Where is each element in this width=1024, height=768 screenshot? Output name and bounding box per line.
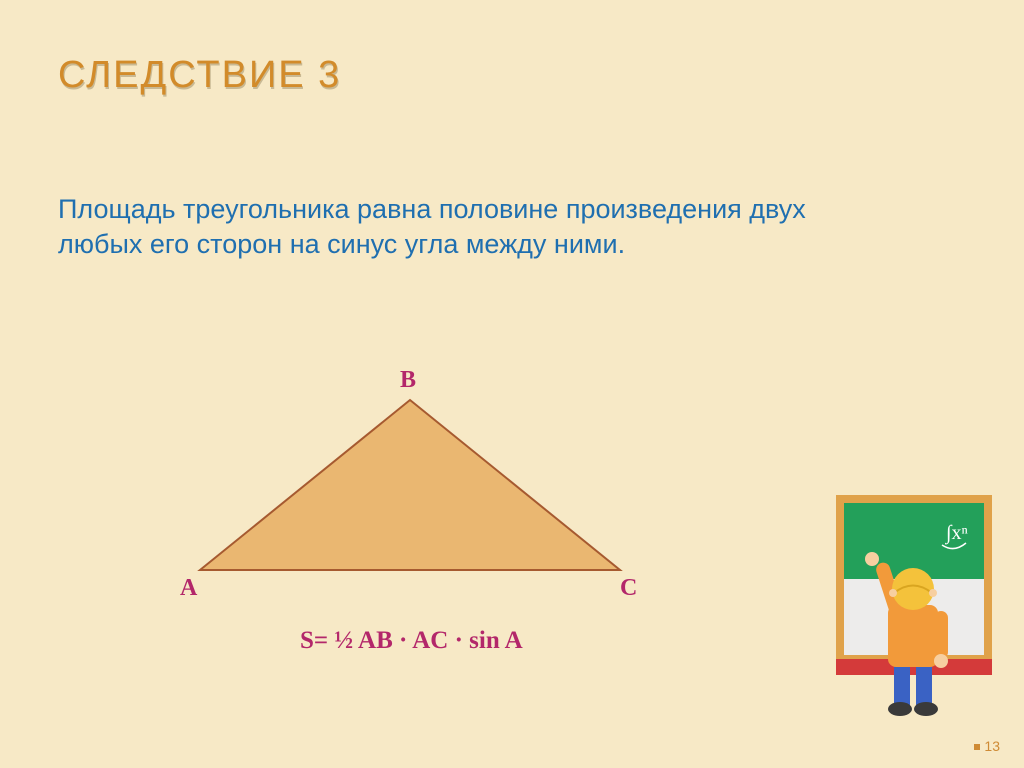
title-text: Следствие 3 bbox=[58, 54, 341, 96]
kid-hand-left bbox=[865, 552, 879, 566]
area-formula: S= ½ AB · AC · sin A bbox=[300, 627, 523, 655]
triangle-shape bbox=[200, 400, 620, 570]
kid-shoe-left bbox=[888, 702, 912, 716]
kid-arm-right bbox=[934, 611, 948, 659]
vertex-b-label: B bbox=[400, 367, 416, 394]
slide-title: Следствие 3 bbox=[58, 54, 341, 97]
theorem-text: Площадь треугольника равна половине прои… bbox=[58, 192, 824, 261]
vertex-a-label: A bbox=[180, 575, 197, 602]
chalk-text: ∫xⁿ bbox=[944, 522, 968, 545]
page-number: 13 bbox=[974, 738, 1000, 754]
page-number-text: 13 bbox=[984, 738, 1000, 754]
chalkboard-svg: ∫xⁿ bbox=[834, 493, 994, 718]
triangle-figure: A B C S= ½ AB · AC · sin A bbox=[150, 375, 670, 655]
kid-ear-right bbox=[929, 589, 937, 597]
triangle-svg bbox=[150, 375, 670, 595]
kid-at-chalkboard-illustration: ∫xⁿ bbox=[834, 493, 994, 718]
kid-shoe-right bbox=[914, 702, 938, 716]
page-bullet-icon bbox=[974, 744, 980, 750]
kid-ear-left bbox=[889, 589, 897, 597]
vertex-c-label: C bbox=[620, 575, 637, 602]
kid-leg-left bbox=[894, 663, 910, 705]
slide: Следствие 3 Площадь треугольника равна п… bbox=[0, 0, 1024, 768]
kid-hand-right bbox=[934, 654, 948, 668]
kid-leg-right bbox=[916, 663, 932, 705]
